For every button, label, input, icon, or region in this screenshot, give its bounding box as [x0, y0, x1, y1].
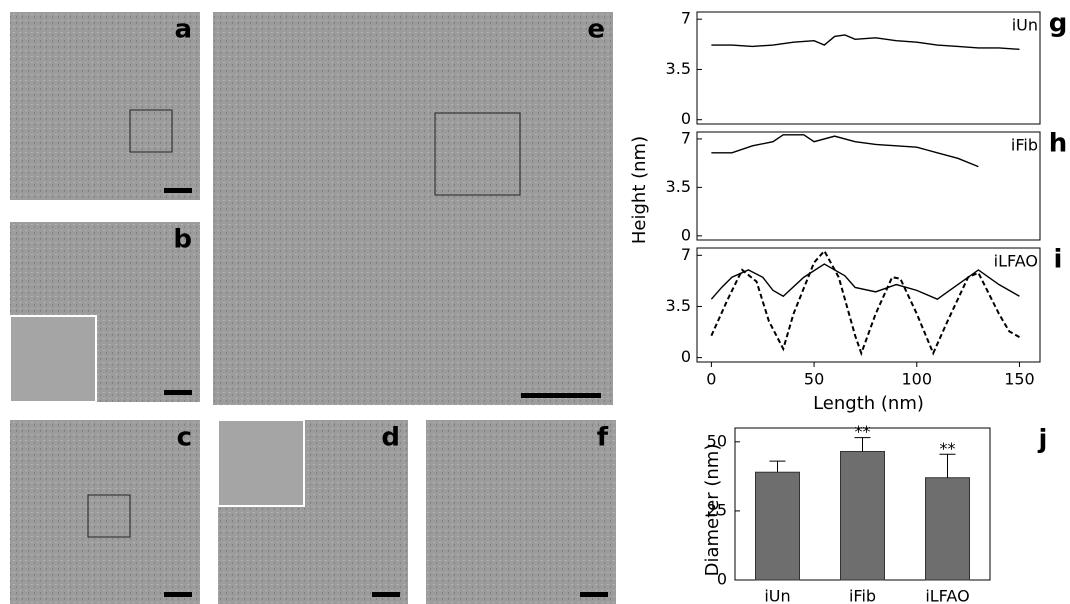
series-annotation: iLFAO: [994, 252, 1038, 271]
y-tick-label: 7: [681, 9, 691, 28]
y-tick-label: 3.5: [666, 177, 691, 196]
panel-label: e: [587, 15, 605, 45]
series-annotation: iFib: [1011, 136, 1038, 155]
y-tick-label: 0: [681, 109, 691, 128]
plot-frame: [696, 11, 1041, 125]
y-tick-label: 25: [707, 500, 727, 519]
x-tick-label: iFib: [849, 587, 876, 604]
x-tick-label: iUn: [764, 587, 790, 604]
y-tick-label: 0: [681, 225, 691, 244]
plot-frame: [696, 131, 1041, 241]
panel-label: g: [1049, 9, 1068, 39]
panel-label: j: [1038, 425, 1048, 455]
image-panels: a b c d e f: [9, 12, 616, 604]
panel-label: b: [173, 225, 192, 255]
error-bar: [769, 460, 786, 473]
panel-label: c: [177, 423, 192, 453]
y-tick-label: 50: [707, 431, 727, 450]
panel-label: h: [1049, 129, 1068, 159]
x-axis-label: Length (nm): [813, 393, 924, 414]
y-tick-label: 0: [717, 570, 727, 589]
data-line: [710, 249, 1020, 357]
afm-image: [10, 12, 200, 200]
region-box: [129, 109, 173, 153]
y-tick-label: 3.5: [666, 59, 691, 78]
y-tick-label: 7: [681, 128, 691, 147]
panel-label: d: [381, 423, 400, 453]
x-tick-label: 100: [901, 370, 932, 389]
region-box: [434, 112, 521, 196]
plot-frame: [696, 247, 1041, 363]
y-tick-label: 7: [681, 245, 691, 264]
inset: [9, 315, 97, 403]
scale-bar: [164, 390, 192, 395]
x-tick-label: 150: [1004, 370, 1035, 389]
y-axis-label: Diameter (nm): [702, 444, 723, 577]
bar: [840, 450, 885, 581]
x-tick-label: 0: [706, 370, 716, 389]
panel-label: f: [597, 423, 609, 453]
bar: [925, 477, 970, 581]
panel-label: i: [1054, 245, 1063, 275]
significance: **: [855, 422, 871, 441]
y-tick-label: 3.5: [666, 296, 691, 315]
data-line: [711, 34, 1020, 51]
afm-image: [426, 420, 616, 604]
bar: [755, 471, 800, 581]
error-bar: [854, 437, 871, 452]
afm-image: [213, 12, 613, 405]
significance: **: [940, 439, 956, 458]
data-line: [711, 134, 979, 168]
scale-bar: [164, 592, 192, 597]
y-tick-label: 0: [681, 347, 691, 366]
region-box: [87, 494, 131, 538]
panel-label: a: [174, 15, 192, 45]
scale-bar: [372, 592, 400, 597]
afm-image: [10, 420, 200, 604]
scale-bar: [521, 393, 601, 398]
y-axis-label: Height (nm): [629, 136, 650, 244]
data-line: [710, 263, 1020, 300]
series-annotation: iUn: [1012, 16, 1038, 35]
error-bar: [939, 453, 956, 478]
x-tick-label: 50: [804, 370, 824, 389]
x-tick-label: iLFAO: [925, 587, 969, 604]
scale-bar: [580, 592, 608, 597]
scale-bar: [164, 188, 192, 193]
inset: [217, 419, 305, 507]
